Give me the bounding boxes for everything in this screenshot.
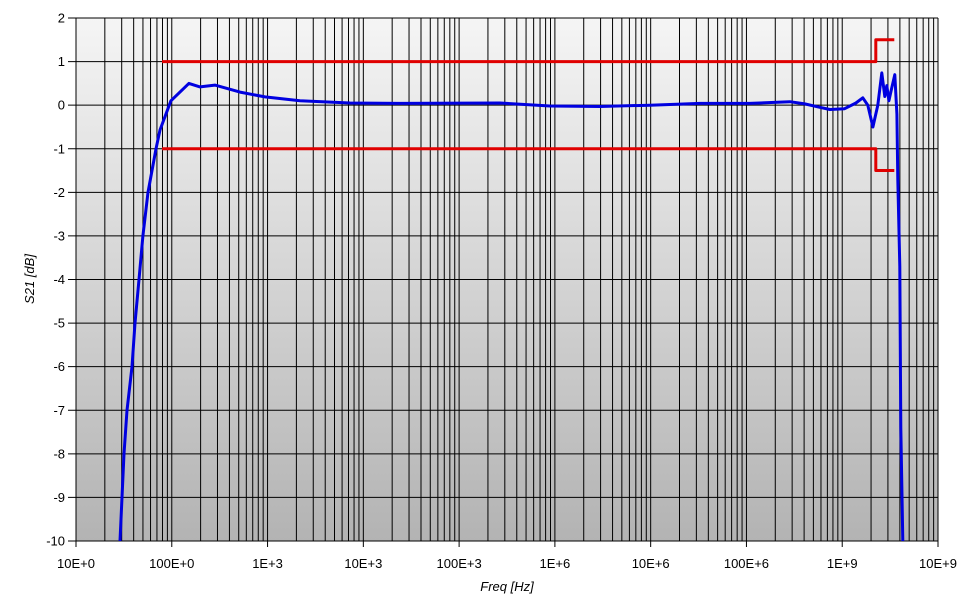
grid [68, 17, 939, 547]
y-axis-label: S21 [dB] [22, 254, 37, 304]
y-tick-label: -4 [53, 272, 65, 287]
x-tick-label: 100E+0 [149, 556, 194, 571]
x-tick-label: 100E+3 [437, 556, 482, 571]
x-axis-label: Freq [Hz] [480, 579, 534, 594]
tick-labels: 2 1 0 -1 -2 -3 -4 -5 -6 -7 -8 -9 -10 10E+0 100E+0 1E+3 1… [46, 11, 957, 572]
x-tick-label: 10E+0 [57, 556, 95, 571]
x-tick-label: 1E+3 [252, 556, 283, 571]
y-tick-label: -10 [46, 534, 65, 549]
series-lower-limit [162, 147, 895, 172]
x-tick-label: 10E+6 [632, 556, 670, 571]
x-tick-label: 100E+6 [724, 556, 769, 571]
y-tick-label: -5 [53, 316, 65, 331]
y-tick-label: -9 [53, 490, 65, 505]
series-layer [118, 38, 905, 542]
y-tick-label: 0 [58, 98, 65, 113]
series-S21 [118, 71, 905, 542]
y-tick-label: -3 [53, 228, 65, 243]
y-tick-label: -1 [53, 141, 65, 156]
x-tick-label: 1E+6 [540, 556, 571, 571]
x-tick-label: 10E+9 [919, 556, 957, 571]
y-tick-label: -7 [53, 403, 65, 418]
y-tick-label: -8 [53, 446, 65, 461]
y-tick-label: -2 [53, 185, 65, 200]
x-tick-label: 10E+3 [344, 556, 382, 571]
series-upper-limit [162, 38, 895, 64]
x-tick-label: 1E+9 [827, 556, 858, 571]
y-tick-label: -6 [53, 359, 65, 374]
y-tick-label: 2 [58, 11, 65, 26]
y-tick-label: 1 [58, 54, 65, 69]
